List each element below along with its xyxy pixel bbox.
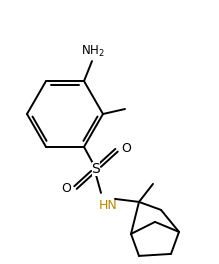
Text: O: O	[121, 142, 131, 155]
Text: O: O	[61, 182, 71, 195]
Text: NH$_2$: NH$_2$	[81, 44, 105, 59]
Text: HN: HN	[99, 199, 118, 212]
Text: S: S	[92, 162, 100, 176]
